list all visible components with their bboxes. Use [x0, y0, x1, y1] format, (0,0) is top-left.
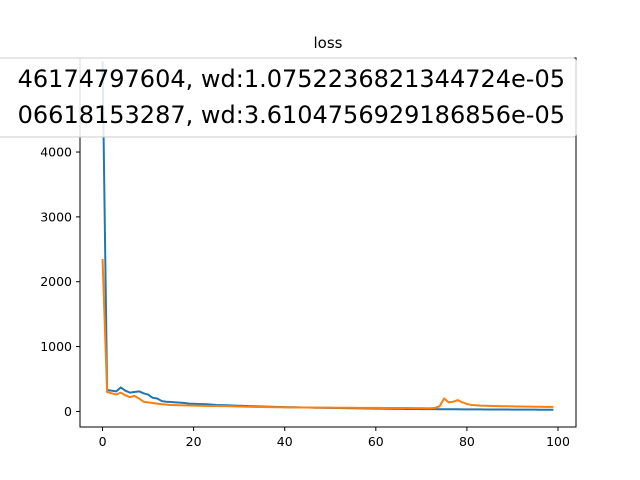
- y-tick-label: 0: [64, 404, 72, 419]
- legend-label-1: 46174797604, wd:1.0752236821344724e-05: [18, 65, 565, 93]
- x-tick-label: 20: [186, 434, 202, 449]
- chart-title: loss: [314, 34, 343, 52]
- y-tick-label: 2000: [40, 274, 72, 289]
- y-tick-label: 1000: [40, 339, 72, 354]
- plot-area: [101, 61, 554, 411]
- series-line-2: [101, 259, 554, 410]
- y-tick-label: 3000: [40, 209, 72, 224]
- x-tick-label: 60: [368, 434, 384, 449]
- x-tick-label: 40: [277, 434, 293, 449]
- legend-box: [0, 57, 577, 138]
- y-tick-label: 4000: [40, 145, 72, 160]
- legend: 46174797604, wd:1.0752236821344724e-05 06…: [0, 57, 577, 138]
- legend-label-2: 06618153287, wd:3.6104756929186856e-05: [18, 101, 565, 129]
- x-tick-label: 80: [459, 434, 475, 449]
- x-tick-label: 0: [99, 434, 107, 449]
- x-tick-label: 100: [546, 434, 570, 449]
